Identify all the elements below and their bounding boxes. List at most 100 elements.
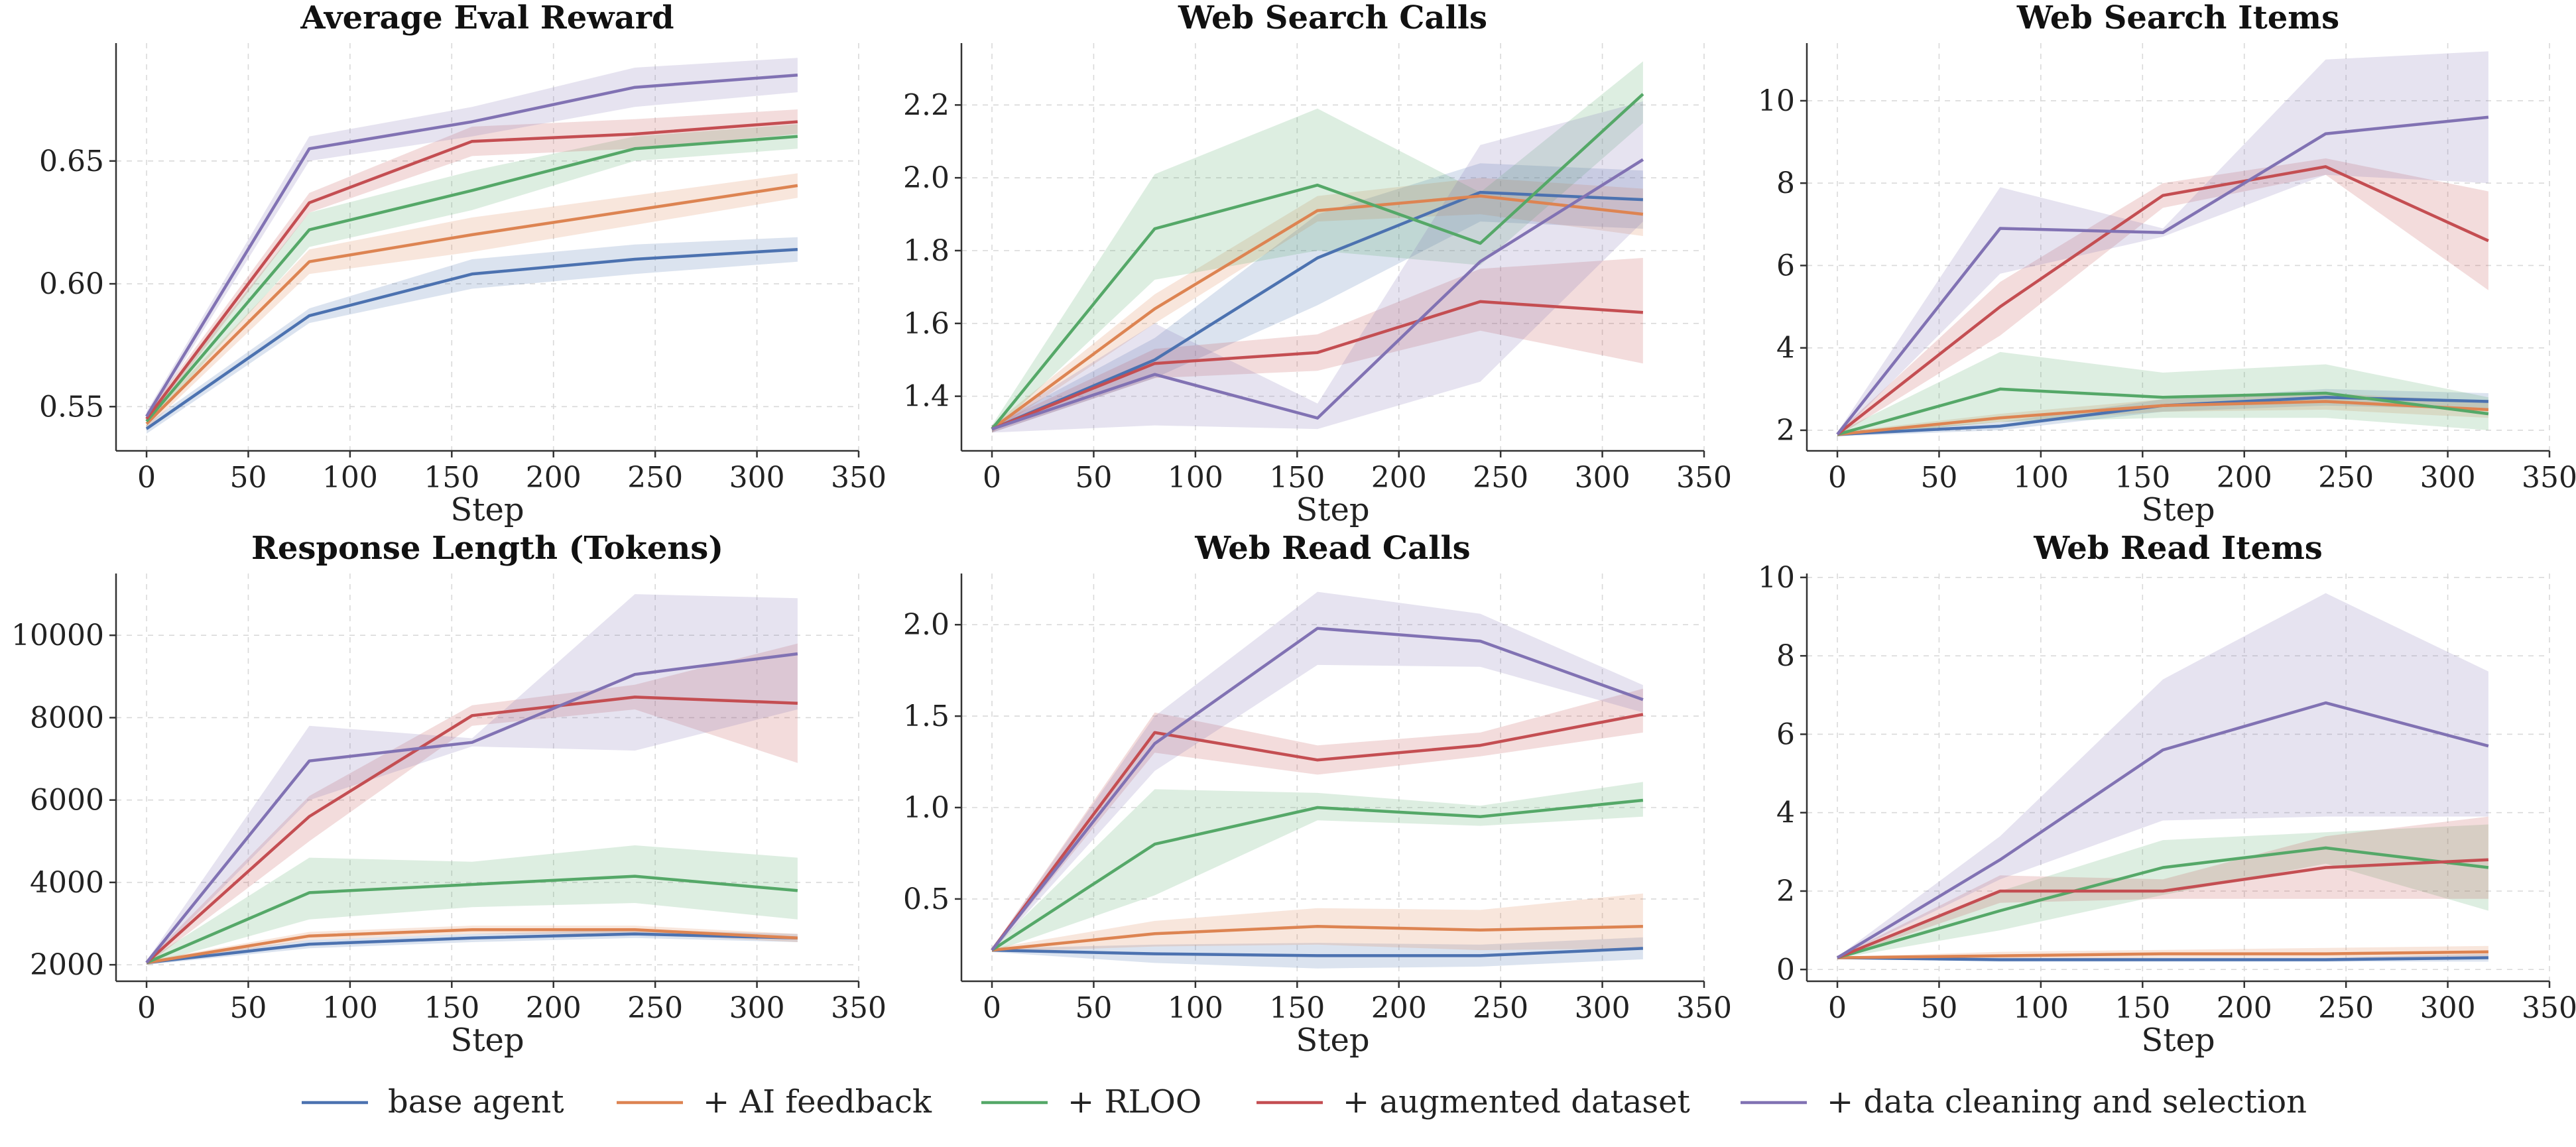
- panel-web-read-items-line-base-agent: [1837, 956, 2488, 961]
- panel-web-search-items-title: Web Search Items: [2016, 0, 2339, 36]
- panel-average-eval-reward-line-data-cleaning-and-selection: [145, 73, 798, 418]
- panel-response-length-tokens-y-tick-label: 4000: [30, 866, 104, 900]
- panel-web-search-calls-y-tick-label: 1.6: [903, 307, 950, 341]
- panel-web-search-items-y-tick-label: 10: [1758, 84, 1795, 118]
- panel-web-read-items: 0 50 100 150 200 250 300 350 0 2 4 6 8 10 Web Read Ite…: [1758, 530, 2576, 1059]
- panel-average-eval-reward-x-tick-label: 200: [526, 461, 582, 495]
- panel-average-eval-reward-band-rloo: [147, 124, 798, 427]
- panel-response-length-tokens-line-rloo: [146, 875, 798, 965]
- panel-web-read-calls-x-tick-label: 200: [1371, 991, 1427, 1025]
- panel-web-search-calls-y-tick-label: 1.4: [903, 380, 950, 414]
- panel-average-eval-reward-band-ai-feedback: [147, 173, 798, 429]
- panel-web-read-calls-x-tick-label: 150: [1269, 991, 1325, 1025]
- panel-web-read-items-y-tick-label: 0: [1776, 953, 1795, 987]
- panel-web-read-calls-y-tick-label: 1.0: [903, 791, 950, 825]
- panel-web-search-items-x-tick-label: 100: [2013, 461, 2069, 495]
- panel-response-length-tokens-y-tick-label: 10000: [11, 619, 104, 652]
- panel-web-search-items-x-tick-label: 350: [2522, 461, 2576, 495]
- panel-web-read-items-line-data-cleaning-and-selection: [1836, 701, 2489, 959]
- panel-web-read-calls-band-rloo: [992, 782, 1643, 952]
- panel-average-eval-reward-y-tick-label: 0.55: [39, 390, 104, 424]
- panel-web-read-calls-line-data-cleaning-and-selection: [991, 627, 1644, 951]
- panel-web-read-calls-x-tick-label: 50: [1075, 991, 1112, 1025]
- panel-web-search-items-line-augmented-dataset: [1836, 165, 2489, 436]
- panel-web-search-calls-band-ai-feedback: [992, 178, 1643, 433]
- panel-web-search-calls-line-rloo: [991, 93, 1644, 430]
- panel-web-read-calls-x-tick-label: 250: [1473, 991, 1528, 1025]
- panel-web-search-items-x-tick-label: 150: [2115, 461, 2170, 495]
- panel-web-search-items-line-ai-feedback: [1837, 400, 2489, 436]
- panel-web-search-calls-x-tick-label: 250: [1473, 461, 1528, 495]
- panel-web-read-calls-line-rloo: [991, 798, 1644, 951]
- panel-average-eval-reward-line-rloo: [145, 135, 798, 422]
- panel-web-read-calls-band-augmented-dataset: [992, 688, 1643, 952]
- panel-web-search-calls-line-augmented-dataset: [991, 300, 1644, 431]
- panel-web-search-items-x-tick-label: 300: [2420, 461, 2476, 495]
- panel-web-read-items-y-tick-label: 4: [1776, 796, 1795, 830]
- panel-web-read-items-line-ai-feedback: [1837, 950, 2488, 959]
- panel-web-read-items-x-tick-label: 100: [2013, 991, 2069, 1025]
- panel-web-read-items-title: Web Read Items: [2033, 530, 2323, 567]
- panel-web-search-items-band-augmented-dataset: [1837, 158, 2488, 437]
- legend-label-data-cleaning-and-selection: + data cleaning and selection: [1827, 1083, 2307, 1120]
- panel-web-read-calls-x-tick-label: 100: [1168, 991, 1223, 1025]
- panel-web-read-items-band-data-cleaning-and-selection: [1837, 593, 2488, 959]
- legend-label-augmented-dataset: + augmented dataset: [1343, 1083, 1690, 1120]
- panel-web-read-items-band-augmented-dataset: [1837, 816, 2488, 959]
- panel-web-search-calls-line-ai-feedback: [991, 194, 1644, 430]
- panel-web-search-items-band-ai-feedback: [1837, 393, 2488, 437]
- panel-average-eval-reward-title: Average Eval Reward: [300, 0, 674, 36]
- panel-average-eval-reward-x-tick-label: 100: [322, 461, 378, 495]
- panel-web-search-items-y-tick-label: 6: [1776, 249, 1795, 282]
- panel-web-read-items-x-tick-label: 50: [1920, 991, 1957, 1025]
- panel-web-search-items-line-data-cleaning-and-selection: [1836, 115, 2489, 436]
- panel-response-length-tokens-y-tick-label: 6000: [30, 784, 104, 817]
- panel-average-eval-reward-x-tick-label: 350: [831, 461, 887, 495]
- panel-response-length-tokens-x-tick-label: 50: [229, 991, 267, 1025]
- panel-web-search-calls-xlabel: Step: [1296, 491, 1369, 528]
- panel-response-length-tokens-title: Response Length (Tokens): [251, 530, 723, 567]
- panel-web-read-items-x-tick-label: 150: [2115, 991, 2170, 1025]
- panel-web-read-calls-y-tick-label: 1.5: [903, 699, 950, 733]
- panel-average-eval-reward-band-base-agent: [147, 237, 798, 434]
- panel-web-read-items-xlabel: Step: [2141, 1022, 2215, 1059]
- panel-web-read-items-line-rloo: [1837, 846, 2489, 959]
- panel-web-search-calls-x-tick-label: 350: [1676, 461, 1732, 495]
- panel-average-eval-reward-y-tick-label: 0.65: [39, 145, 104, 178]
- panel-average-eval-reward-xlabel: Step: [450, 491, 524, 528]
- panel-web-read-items-y-tick-label: 6: [1776, 717, 1795, 751]
- legend: base agent + AI feedback + RLOO + augmented…: [302, 1083, 2307, 1120]
- panel-average-eval-reward-y-tick-label: 0.60: [39, 267, 104, 301]
- panel-average-eval-reward-line-ai-feedback: [145, 184, 798, 425]
- panel-web-search-calls-x-tick-label: 150: [1269, 461, 1325, 495]
- panel-web-read-calls-title: Web Read Calls: [1194, 530, 1470, 567]
- panel-web-read-calls-line-base-agent: [991, 947, 1644, 957]
- panel-web-search-items-y-tick-label: 8: [1776, 166, 1795, 200]
- panel-response-length-tokens-line-base-agent: [146, 932, 798, 965]
- panel-response-length-tokens-xlabel: Step: [450, 1022, 524, 1059]
- panel-web-read-calls-x-tick-label: 350: [1676, 991, 1732, 1025]
- panel-web-read-calls: 0 50 100 150 200 250 300 350 0.5 1.0 1.5 2.0 Web Rea…: [903, 530, 1732, 1059]
- panel-response-length-tokens-y-tick-label: 2000: [30, 948, 104, 982]
- panel-web-search-items-band-data-cleaning-and-selection: [1837, 51, 2488, 437]
- panel-web-search-calls-x-tick-label: 300: [1575, 461, 1630, 495]
- panel-web-read-calls-x-tick-label: 0: [983, 991, 1001, 1025]
- panel-web-read-items-y-tick-label: 8: [1776, 639, 1795, 673]
- panel-web-search-items-x-tick-label: 200: [2217, 461, 2272, 495]
- panel-response-length-tokens-line-data-cleaning-and-selection: [145, 652, 798, 964]
- panel-average-eval-reward-x-tick-label: 150: [424, 461, 479, 495]
- panel-web-search-calls-x-tick-label: 100: [1168, 461, 1223, 495]
- panel-response-length-tokens-x-tick-label: 250: [627, 991, 683, 1025]
- legend-label-rloo: + RLOO: [1068, 1083, 1201, 1120]
- panel-web-search-calls-band-data-cleaning-and-selection: [992, 101, 1643, 433]
- panel-web-search-items-band-rloo: [1837, 351, 2488, 437]
- panel-average-eval-reward-x-tick-label: 0: [137, 461, 156, 495]
- panel-response-length-tokens-line-augmented-dataset: [145, 695, 798, 964]
- panel-response-length-tokens-x-tick-label: 200: [526, 991, 582, 1025]
- panel-web-search-calls-band-base-agent: [992, 163, 1643, 433]
- panel-web-search-calls-band-rloo: [992, 61, 1643, 433]
- panel-web-read-items-x-tick-label: 300: [2420, 991, 2476, 1025]
- panel-response-length-tokens-x-tick-label: 300: [729, 991, 785, 1025]
- panel-web-read-items-y-tick-label: 2: [1776, 875, 1795, 908]
